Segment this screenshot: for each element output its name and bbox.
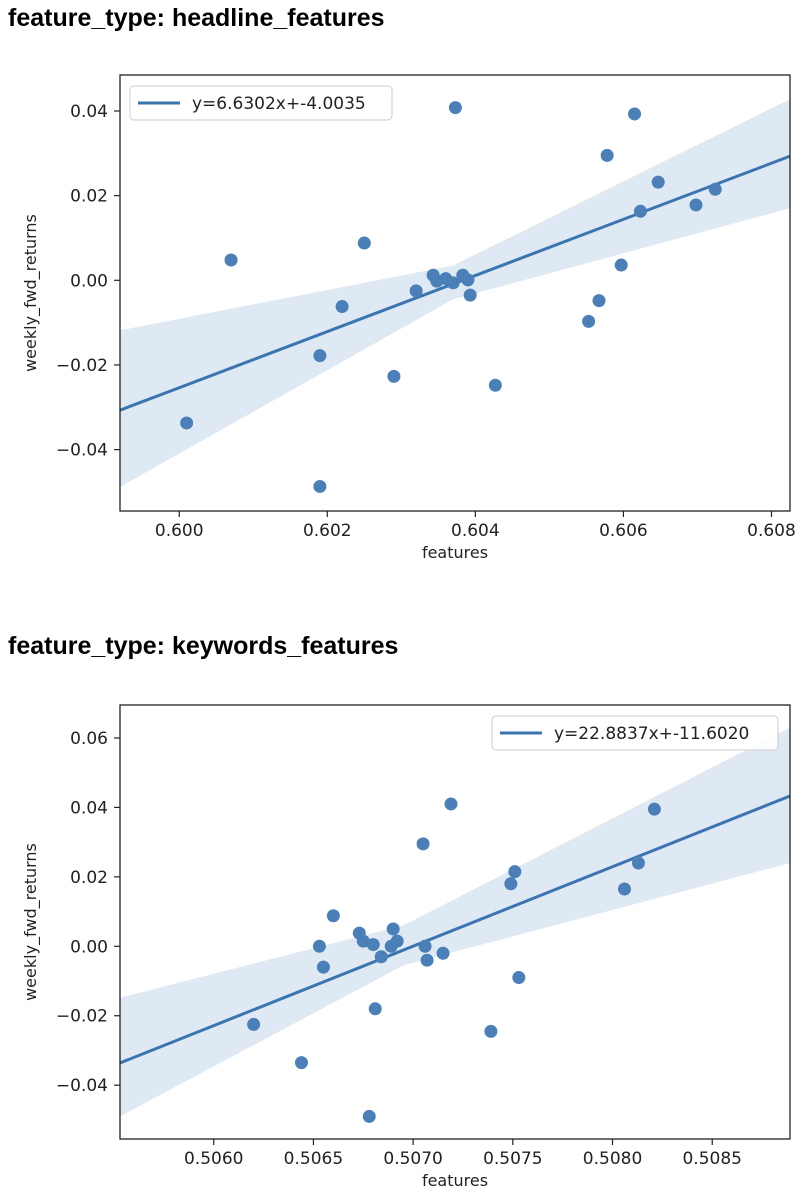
data-point (582, 314, 596, 328)
plot-frame (119, 74, 791, 512)
data-point (368, 1002, 382, 1016)
x-tick-label: 0.608 (747, 521, 796, 541)
legend-label: y=22.8837x+-11.6020 (554, 724, 749, 744)
data-point (463, 288, 477, 302)
data-point (180, 416, 194, 430)
data-point (614, 258, 628, 272)
x-tick-label: 0.604 (451, 521, 500, 541)
confidence-band (120, 727, 790, 1117)
data-point (312, 939, 326, 953)
data-point (357, 236, 371, 250)
data-point (631, 856, 645, 870)
scatter-chart-keywords: 0.5060 0.5065 0.5070 0.5075 0.5080 0.5085 −0.0… (21, 704, 791, 1190)
y-tick-label: 0.02 (70, 868, 108, 888)
x-tick-label: 0.5070 (383, 1149, 442, 1169)
y-axis-label: weekly_fwd_returns (21, 843, 41, 1001)
y-tick-label: 0.00 (70, 271, 108, 291)
data-point (628, 107, 642, 121)
data-point (600, 148, 614, 162)
y-tick-label: 0.04 (70, 102, 108, 122)
data-point (313, 479, 327, 493)
y-tick-label: −0.04 (56, 1076, 108, 1096)
data-point (335, 300, 349, 314)
data-point (313, 349, 327, 363)
data-point (374, 950, 388, 964)
data-point (592, 294, 606, 308)
data-point (409, 284, 423, 298)
data-point (316, 960, 330, 974)
data-point (420, 953, 434, 967)
y-tick-label: 0.00 (70, 937, 108, 957)
plot-frame (119, 704, 791, 1140)
section-title-headline: feature_type: headline_features (8, 4, 385, 32)
x-tick-label: 0.5080 (583, 1149, 642, 1169)
x-tick-label: 0.606 (599, 521, 648, 541)
x-tick-label: 0.5075 (483, 1149, 542, 1169)
data-point (386, 922, 400, 936)
regression-line (120, 794, 790, 1065)
data-point (484, 1024, 498, 1038)
legend: y=22.8837x+-11.6020 (491, 715, 779, 751)
data-point (418, 939, 432, 953)
confidence-band (120, 99, 790, 487)
data-point (326, 909, 340, 923)
data-point (651, 175, 665, 189)
x-tick-label: 0.600 (155, 521, 204, 541)
data-point (488, 378, 502, 392)
y-tick-label: 0.04 (70, 798, 108, 818)
data-point (461, 273, 475, 287)
data-point (416, 837, 430, 851)
data-point (647, 802, 661, 816)
y-tick-label: −0.02 (56, 1007, 108, 1027)
data-point (444, 797, 458, 811)
x-tick-label: 0.5065 (284, 1149, 343, 1169)
data-point (508, 865, 522, 879)
y-tick-label: −0.02 (56, 356, 108, 376)
y-tick-label: −0.04 (56, 441, 108, 461)
data-point (633, 204, 647, 218)
y-tick-label: 0.02 (70, 187, 108, 207)
x-axis-label: features (422, 1171, 488, 1190)
x-axis-label: features (422, 543, 488, 562)
legend-label: y=6.6302x+-4.0035 (192, 94, 366, 114)
data-point (504, 877, 518, 891)
data-point (366, 938, 380, 952)
data-point (448, 101, 462, 115)
data-point (617, 882, 631, 896)
data-point (436, 946, 450, 960)
data-point (512, 971, 526, 985)
data-point (708, 182, 722, 196)
y-tick-label: 0.06 (70, 729, 108, 749)
legend-box (491, 715, 779, 751)
data-point (362, 1109, 376, 1123)
data-point (356, 934, 370, 948)
x-tick-label: 0.5085 (682, 1149, 741, 1169)
legend: y=6.6302x+-4.0035 (129, 85, 393, 121)
x-tick-label: 0.5060 (184, 1149, 243, 1169)
data-point (247, 1017, 261, 1031)
y-axis-label: weekly_fwd_returns (21, 214, 41, 372)
data-point (390, 934, 404, 948)
data-point (689, 198, 703, 212)
x-tick-label: 0.602 (303, 521, 352, 541)
data-point (446, 276, 460, 290)
legend-box (129, 85, 393, 121)
scatter-chart-headline: 0.600 0.602 0.604 0.606 0.608 −0.04 −0.02 0.00 0… (21, 74, 796, 562)
data-point (294, 1056, 308, 1070)
data-point (224, 253, 238, 267)
data-point (387, 369, 401, 383)
section-title-keywords: feature_type: keywords_features (8, 632, 399, 660)
